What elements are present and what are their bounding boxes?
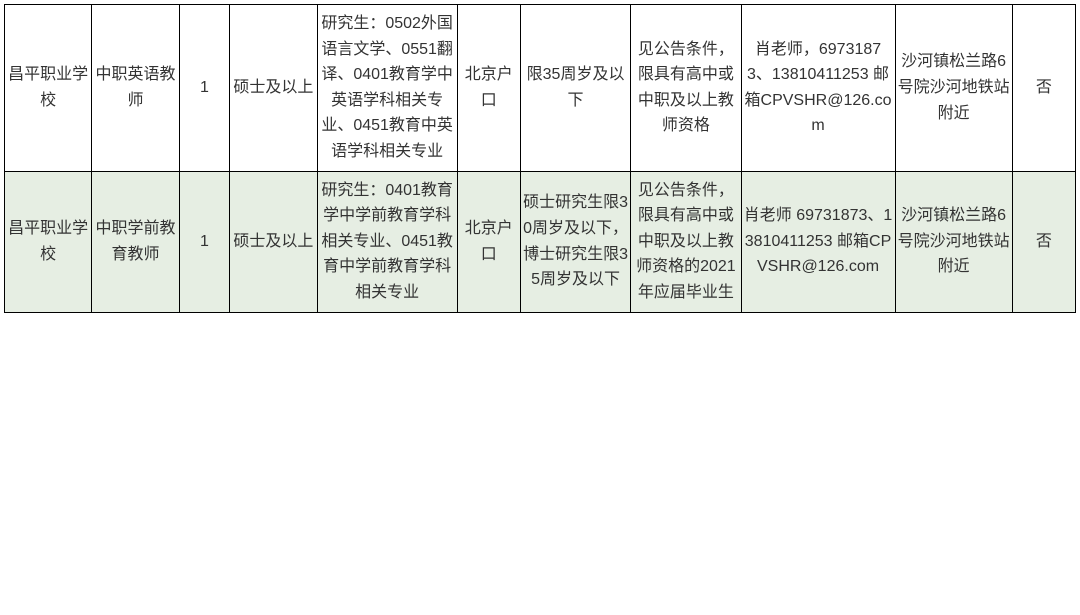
cell-major: 研究生：0401教育学中学前教育学科相关专业、0451教育中学前教育学科相关专业 [317, 171, 457, 312]
cell-flag: 否 [1012, 171, 1075, 312]
cell-hukou: 北京户口 [457, 171, 520, 312]
table-row: 昌平职业学校 中职英语教师 1 硕士及以上 研究生：0502外国语言文学、055… [5, 5, 1076, 172]
cell-position: 中职学前教育教师 [92, 171, 179, 312]
cell-hukou: 北京户口 [457, 5, 520, 172]
cell-address: 沙河镇松兰路6号院沙河地铁站附近 [895, 171, 1012, 312]
cell-major: 研究生：0502外国语言文学、0551翻译、0401教育学中英语学科相关专业、0… [317, 5, 457, 172]
cell-other: 见公告条件，限具有高中或中职及以上教师资格 [631, 5, 741, 172]
cell-degree: 硕士及以上 [230, 171, 317, 312]
cell-address: 沙河镇松兰路6号院沙河地铁站附近 [895, 5, 1012, 172]
cell-age: 硕士研究生限30周岁及以下，博士研究生限35周岁及以下 [520, 171, 630, 312]
cell-flag: 否 [1012, 5, 1075, 172]
cell-age: 限35周岁及以下 [520, 5, 630, 172]
cell-position: 中职英语教师 [92, 5, 179, 172]
recruitment-table: 昌平职业学校 中职英语教师 1 硕士及以上 研究生：0502外国语言文学、055… [4, 4, 1076, 313]
cell-count: 1 [179, 5, 230, 172]
cell-school: 昌平职业学校 [5, 171, 92, 312]
cell-contact: 肖老师，69731873、13810411253 邮箱CPVSHR@126.co… [741, 5, 895, 172]
cell-degree: 硕士及以上 [230, 5, 317, 172]
table-body: 昌平职业学校 中职英语教师 1 硕士及以上 研究生：0502外国语言文学、055… [5, 5, 1076, 313]
cell-school: 昌平职业学校 [5, 5, 92, 172]
table-row: 昌平职业学校 中职学前教育教师 1 硕士及以上 研究生：0401教育学中学前教育… [5, 171, 1076, 312]
cell-contact: 肖老师 69731873、13810411253 邮箱CPVSHR@126.co… [741, 171, 895, 312]
cell-other: 见公告条件，限具有高中或中职及以上教师资格的2021年应届毕业生 [631, 171, 741, 312]
cell-count: 1 [179, 171, 230, 312]
